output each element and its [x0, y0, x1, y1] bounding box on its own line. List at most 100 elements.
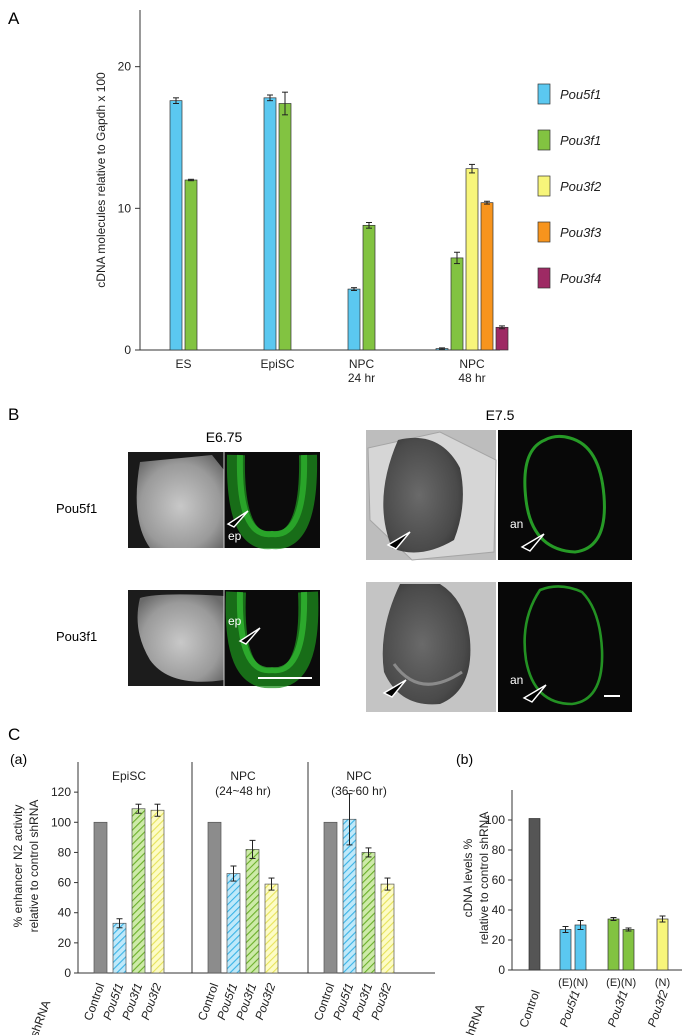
bar-pou3f1	[131, 808, 146, 974]
chart-a: 0 10 20 cDNA molecules relative to Gapdh x …	[94, 10, 509, 385]
y-tick-label: 40	[58, 906, 72, 920]
bar-pou3f1	[362, 224, 376, 351]
group-title: EpiSC	[112, 769, 146, 783]
y-tick-label: 10	[118, 201, 132, 215]
bar-pou3f2	[465, 168, 479, 351]
legend-swatch-pou5f1	[537, 83, 551, 105]
x-sub-label: (E)	[606, 977, 621, 989]
bar-pou3f1	[361, 852, 376, 974]
panel-label-a: A	[8, 9, 20, 28]
y-tick-label: 20	[492, 933, 506, 947]
y-tick-label: 20	[118, 60, 132, 74]
chart-a-legend: Pou5f1 Pou3f1 Pou3f2 Pou3f3 Pou3f4	[537, 83, 602, 289]
y-tick-label: 100	[51, 815, 71, 829]
arrowhead-an-1	[520, 533, 545, 552]
bar-pou3f4	[495, 326, 509, 351]
chart-c-b: 0 20 40 60 80 100 cDNA levels % relative to con…	[461, 790, 682, 1035]
legend-label: Pou5f1	[560, 87, 601, 102]
bar-pou3f1	[450, 257, 464, 351]
x-category-label: EpiSC	[260, 357, 294, 371]
bar-pou3f2	[656, 918, 669, 971]
y-tick-label: 40	[492, 903, 506, 917]
stage-label-e675: E6.75	[206, 429, 243, 445]
x-sub-label: (N)	[573, 977, 588, 989]
bar-pou5f1	[347, 288, 361, 351]
panel-label-c: C	[8, 725, 20, 744]
legend-swatch-pou3f1	[537, 129, 551, 151]
bar-pou3f2	[380, 883, 395, 974]
y-tick-label: 60	[492, 873, 506, 887]
x-category-label: NPC	[349, 357, 375, 371]
bar-control	[93, 821, 108, 974]
legend-label: Pou3f4	[560, 271, 601, 286]
bar-control	[207, 821, 222, 974]
bar-pou5f1	[169, 100, 183, 351]
bar-pou5f1	[574, 924, 587, 971]
stage-label-e75: E7.5	[486, 407, 515, 423]
row-label-pou5f1: Pou5f1	[56, 501, 97, 516]
panel-label-c-a: (a)	[10, 751, 27, 767]
x-sub-label: (N)	[655, 977, 670, 989]
panel-label-c-b: (b)	[456, 751, 473, 767]
micrograph-e75-pou5f1-brightfield	[366, 430, 497, 561]
legend-label: Pou3f2	[560, 179, 602, 194]
y-tick-label: 60	[58, 876, 72, 890]
arrowhead-an-2	[522, 684, 547, 703]
bar-pou3f2	[264, 883, 279, 974]
y-tick-label: 0	[124, 343, 131, 357]
bar-pou5f1	[559, 929, 572, 971]
micrograph-e675-pou5f1-fluorescence	[223, 452, 320, 550]
an-label-2: an	[510, 673, 523, 687]
arrowhead-ep-1	[226, 510, 249, 528]
bar-pou5f1	[112, 922, 127, 974]
panel-label-b: B	[8, 405, 19, 424]
x-category-label: ES	[175, 357, 191, 371]
bar-pou3f1	[278, 103, 292, 351]
x-category-label: NPC	[459, 357, 485, 371]
y-axis-label: cDNA levels %	[461, 838, 475, 917]
y-tick-label: 0	[64, 966, 71, 980]
ep-label-1: ep	[228, 529, 242, 543]
y-tick-label: 120	[51, 785, 71, 799]
x-sub-label: (N)	[621, 977, 636, 989]
group-title: NPC	[346, 769, 372, 783]
bar-pou3f1	[184, 179, 198, 351]
y-axis-label: relative to control shRNA	[477, 812, 491, 945]
row-label-pou3f1: Pou3f1	[56, 629, 97, 644]
x-category-label: Pou3f1	[605, 988, 631, 1029]
legend-swatch-pou3f2	[537, 175, 551, 197]
x-category-label: 24 hr	[348, 371, 375, 385]
group-title: (24~48 hr)	[215, 784, 271, 798]
y-axis-label: % enhancer N2 activity	[11, 805, 25, 928]
y-tick-label: 80	[492, 843, 506, 857]
micrograph-e675-pou5f1-brightfield	[128, 452, 224, 548]
micrograph-e675-pou3f1-fluorescence	[223, 590, 320, 689]
y-tick-label: 0	[498, 963, 505, 977]
ep-label-2: ep	[228, 614, 242, 628]
x-row-label: shRNA	[461, 1002, 487, 1035]
y-axis-label: cDNA molecules relative to Gapdh x 100	[94, 72, 108, 288]
legend-swatch-pou3f4	[537, 267, 551, 289]
x-category-label: Pou5f1	[557, 988, 583, 1029]
x-sub-label: (E)	[558, 977, 573, 989]
bar-pou3f1	[245, 849, 260, 974]
bar-pou3f3	[480, 202, 494, 351]
x-category-label: Control	[516, 988, 542, 1029]
arrowhead-ep-2	[238, 627, 261, 645]
arrowhead-brightfield-2	[382, 679, 407, 698]
y-tick-label: 80	[58, 845, 72, 859]
an-label-1: an	[510, 517, 523, 531]
bar-pou3f1	[622, 929, 635, 971]
x-row-label: shRNA	[27, 998, 53, 1035]
x-category-label: Pou3f2	[645, 988, 671, 1029]
micrograph-e75-pou3f1-fluorescence	[498, 582, 632, 712]
chart-c-a: 0 20 40 60 80 100 120 % enhancer N2 activity rel…	[11, 762, 435, 1035]
bar-pou5f1	[263, 97, 277, 351]
group-title: (36~60 hr)	[331, 784, 387, 798]
y-axis-label: relative to control shRNA	[27, 800, 41, 933]
bar-pou3f1	[607, 918, 620, 971]
bar-pou5f1	[226, 873, 241, 974]
bar-control	[528, 818, 541, 971]
y-tick-label: 20	[58, 936, 72, 950]
